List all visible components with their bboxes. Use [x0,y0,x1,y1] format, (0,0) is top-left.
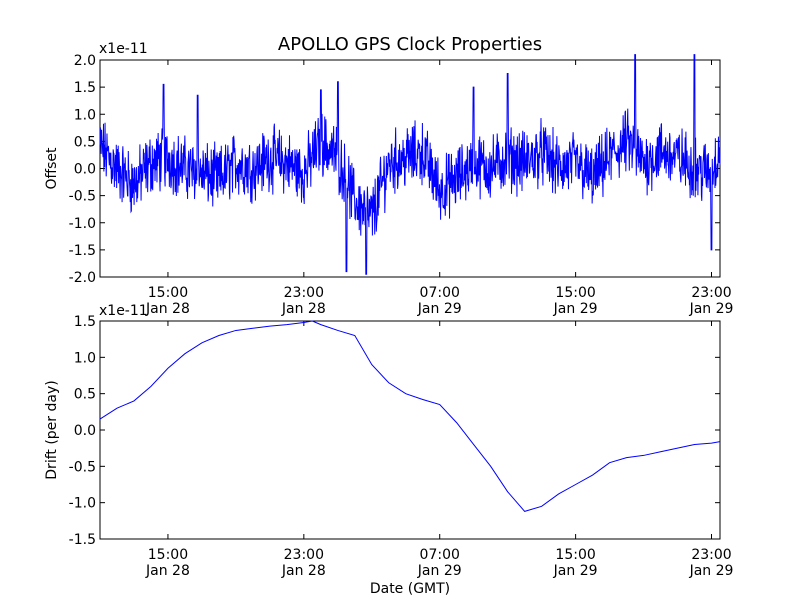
y-tick-label: -0.5 [69,189,96,205]
x-tick-time-label: 07:00 [420,285,460,301]
drift-plot-area [99,320,721,540]
y-tick-label: 1.5 [74,80,96,96]
y-tick-label: 0.5 [74,387,96,403]
x-tick-date-label: Jan 28 [145,563,190,579]
x-tick-date-label: Jan 29 [689,563,734,579]
y-tick-label: 0.0 [74,423,96,439]
drift-y-axis-label: Drift (per day) [44,380,60,479]
y-tick-label: -1.0 [69,496,96,512]
y-tick-label: 0.0 [74,162,96,178]
x-tick-time-label: 15:00 [148,285,188,301]
drift-series-line [99,320,721,512]
x-tick-time-label: 07:00 [420,547,460,563]
x-tick-time-label: 23:00 [284,285,324,301]
x-tick-time-label: 15:00 [555,285,595,301]
drift-x-axis-label: Date (GMT) [370,581,450,597]
y-tick-label: 2.0 [74,53,96,69]
drift-scale-label: x1e-11 [99,303,148,319]
x-tick-date-label: Jan 29 [689,301,734,317]
x-tick-date-label: Jan 28 [281,301,326,317]
x-tick-date-label: Jan 28 [145,301,190,317]
x-tick-time-label: 23:00 [691,285,731,301]
x-tick-time-label: 15:00 [148,547,188,563]
y-tick-label: 1.0 [74,107,96,123]
x-tick-time-label: 15:00 [555,547,595,563]
y-tick-label: 0.5 [74,134,96,150]
x-tick-time-label: 23:00 [284,547,324,563]
x-tick-date-label: Jan 29 [553,301,598,317]
offset-y-axis-label: Offset [44,147,60,190]
y-tick-label: -0.5 [69,459,96,475]
x-tick-date-label: Jan 29 [553,563,598,579]
x-tick-date-label: Jan 28 [281,563,326,579]
y-tick-label: -1.5 [69,532,96,548]
drift-chart: x1e-11 Drift (per day) Date (GMT) -1.5-1… [44,303,733,597]
drift-y-ticks: -1.5 -1.0 -0.5 0.0 0.5 1.0 1.5 [69,314,720,548]
chart-title: APOLLO GPS Clock Properties [278,34,542,55]
offset-series-line [99,54,721,275]
x-tick-date-label: Jan 29 [417,301,462,317]
y-tick-label: 1.5 [74,314,96,330]
x-tick-time-label: 23:00 [691,547,731,563]
y-tick-label: 1.0 [74,350,96,366]
y-tick-label: -1.5 [69,243,96,259]
y-tick-label: -1.0 [69,216,96,232]
x-tick-date-label: Jan 29 [417,563,462,579]
y-tick-label: -2.0 [69,270,96,286]
offset-chart: APOLLO GPS Clock Properties x1e-11 Offse… [44,34,733,317]
offset-scale-label: x1e-11 [99,41,148,57]
